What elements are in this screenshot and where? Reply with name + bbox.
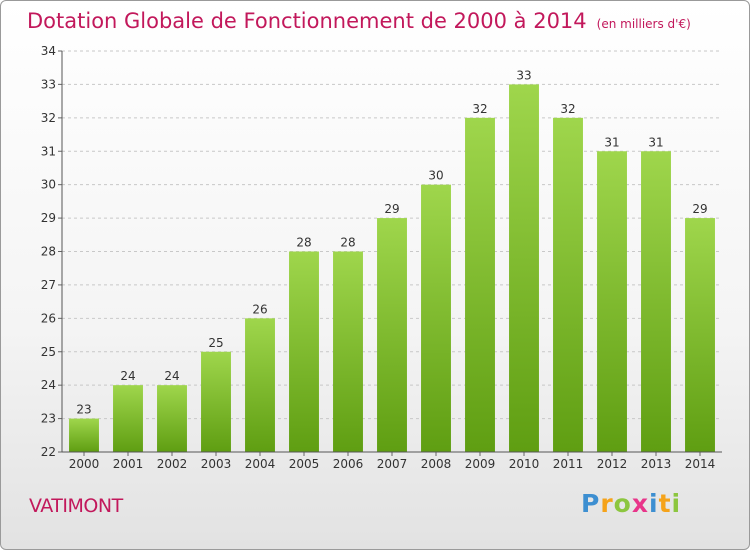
bar-2006 [333,251,363,452]
bar-value-label: 30 [428,169,443,183]
bar-value-label: 33 [516,68,531,82]
bar-value-label: 29 [384,202,399,216]
bar-2013 [641,151,671,452]
y-tick-label: 25 [41,345,56,359]
x-tick-label: 2003 [201,457,232,471]
bar-value-label: 29 [692,202,707,216]
x-tick-label: 2011 [553,457,584,471]
y-tick-label: 27 [41,278,56,292]
bar-value-label: 26 [252,302,267,316]
bars-layer: 23 24 24 25 26 28 28 29 30 32 33 32 31 31 29 [69,68,715,453]
y-tick-label: 34 [41,44,56,58]
bar-value-label: 28 [296,236,311,250]
x-tick-label: 2012 [597,457,628,471]
bar-2005 [289,251,319,452]
bar-2002 [157,385,187,452]
bar-2000 [69,418,99,452]
y-tick-label: 24 [41,378,56,392]
x-tick-label: 2005 [289,457,320,471]
bar-2011 [553,117,583,452]
bar-2014 [685,218,715,452]
bar-value-label: 32 [472,102,487,116]
y-tick-label: 32 [41,111,56,125]
bar-2001 [113,385,143,452]
x-tick-label: 2001 [113,457,144,471]
y-tick-label: 28 [41,245,56,259]
bar-2004 [245,318,275,452]
proxiti-logo[interactable]: Proxiti [581,489,682,518]
chart-title: Dotation Globale de Fonctionnement de 20… [27,9,691,33]
x-tick-label: 2004 [245,457,276,471]
chart-title-text: Dotation Globale de Fonctionnement de 20… [27,9,587,33]
x-tick-label: 2002 [157,457,188,471]
bar-value-label: 25 [208,336,223,350]
x-tick-label: 2009 [465,457,496,471]
x-tick-label: 2007 [377,457,408,471]
bar-value-label: 28 [340,236,355,250]
bar-2003 [201,351,231,452]
x-tick-label: 2014 [685,457,716,471]
x-tick-label: 2010 [509,457,540,471]
y-tick-label: 22 [41,445,56,459]
bar-2010 [509,84,539,453]
axis-layer: 22 23 24 25 26 27 28 29 30 31 32 33 34 2000 2001 2002 20… [41,44,722,471]
bar-value-label: 31 [648,135,663,149]
y-tick-label: 33 [41,77,56,91]
y-tick-label: 26 [41,311,56,325]
x-tick-label: 2013 [641,457,672,471]
commune-name: VATIMONT [29,495,123,517]
bar-value-label: 24 [164,369,179,383]
x-tick-label: 2008 [421,457,452,471]
x-tick-label: 2000 [69,457,100,471]
chart-subtitle: (en milliers d'€) [596,17,691,31]
bar-value-label: 23 [76,403,91,417]
bar-value-label: 32 [560,102,575,116]
bar-2009 [465,117,495,452]
x-tick-label: 2006 [333,457,364,471]
bar-value-label: 31 [604,135,619,149]
y-tick-label: 31 [41,144,56,158]
bar-2012 [597,151,627,452]
bar-2008 [421,184,451,452]
y-tick-label: 29 [41,211,56,225]
y-tick-label: 30 [41,178,56,192]
bar-2007 [377,218,407,452]
y-tick-label: 23 [41,412,56,426]
bar-value-label: 24 [120,369,135,383]
